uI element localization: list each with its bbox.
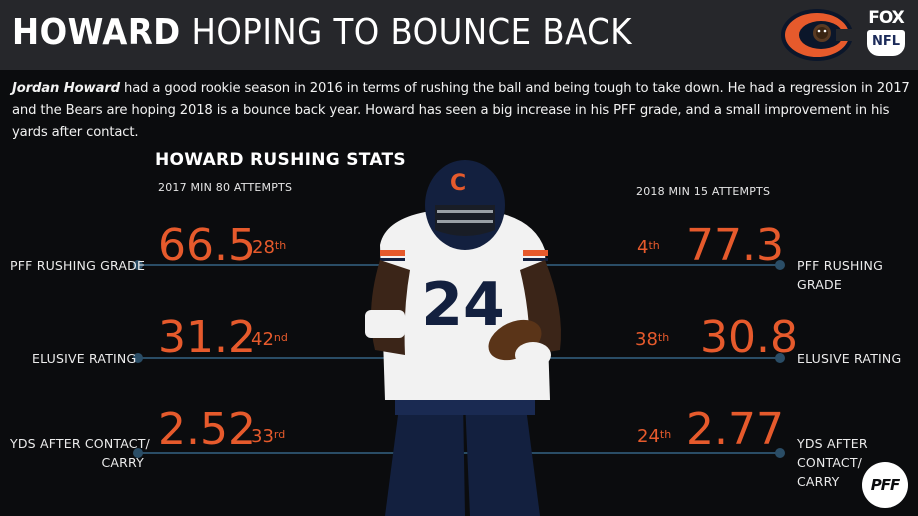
player-photo: 24 C bbox=[365, 160, 561, 516]
value-2017-elusive: 31.2 bbox=[158, 312, 256, 363]
rank-2018-yac: 24th bbox=[637, 426, 672, 447]
value-2017-yac: 2.52 bbox=[158, 404, 256, 455]
label-yac-right: YDS AFTER CONTACT/ CARRY bbox=[797, 436, 868, 489]
connector-dot-right-3 bbox=[775, 448, 785, 458]
connector-dot-right-2 bbox=[775, 353, 785, 363]
rank-2017-yac: 33rd bbox=[251, 426, 286, 447]
connector-dot-left-1 bbox=[133, 260, 143, 270]
value-2018-pff-grade: 77.3 bbox=[686, 220, 784, 271]
rank-2017-elusive: 42nd bbox=[251, 329, 288, 350]
value-2017-pff-grade: 66.5 bbox=[158, 220, 256, 271]
connector-dot-left-2 bbox=[133, 353, 143, 363]
rank-2017-pff-grade: 28th bbox=[252, 237, 287, 258]
value-2018-yac: 2.77 bbox=[686, 404, 784, 455]
intro-text: had a good rookie season in 2016 in term… bbox=[12, 81, 910, 140]
label-pff-grade-left: PFF RUSHING GRADE bbox=[10, 258, 146, 273]
fox-text: FOX bbox=[868, 8, 905, 28]
rank-2018-pff-grade: 4th bbox=[637, 237, 660, 258]
stats-title: HOWARD RUSHING STATS bbox=[155, 150, 406, 170]
label-elusive-left: ELUSIVE RATING bbox=[32, 351, 137, 366]
left-season-subtitle: 2017 MIN 80 ATTEMPTS bbox=[158, 181, 293, 194]
label-yac-left: YDS AFTER CONTACT/ CARRY bbox=[10, 436, 150, 470]
connector-dot-right-1 bbox=[775, 260, 785, 270]
jersey-number: 24 bbox=[421, 270, 505, 340]
value-2018-elusive: 30.8 bbox=[700, 312, 798, 363]
rank-2018-elusive: 38th bbox=[635, 329, 670, 350]
nfl-text: NFL bbox=[867, 30, 905, 56]
bears-logo-icon bbox=[781, 9, 856, 61]
header-bar: HOWARD HOPING TO BOUNCE BACK FOX NFL bbox=[0, 0, 918, 70]
right-season-subtitle: 2018 MIN 15 ATTEMPTS bbox=[636, 185, 771, 198]
fox-nfl-logo: FOX NFL bbox=[864, 8, 908, 58]
title-bold: HOWARD bbox=[12, 12, 181, 53]
intro-player-name: Jordan Howard bbox=[12, 81, 120, 96]
svg-text:C: C bbox=[450, 171, 466, 196]
connector-dot-left-3 bbox=[133, 448, 143, 458]
intro-paragraph: Jordan Howard had a good rookie season i… bbox=[12, 78, 912, 144]
label-elusive-right: ELUSIVE RATING bbox=[797, 351, 902, 366]
label-pff-grade-right: PFF RUSHING GRADE bbox=[797, 258, 883, 292]
pff-logo: PFF bbox=[862, 462, 908, 508]
page-title: HOWARD HOPING TO BOUNCE BACK bbox=[12, 8, 632, 58]
title-rest: HOPING TO BOUNCE BACK bbox=[191, 12, 633, 53]
